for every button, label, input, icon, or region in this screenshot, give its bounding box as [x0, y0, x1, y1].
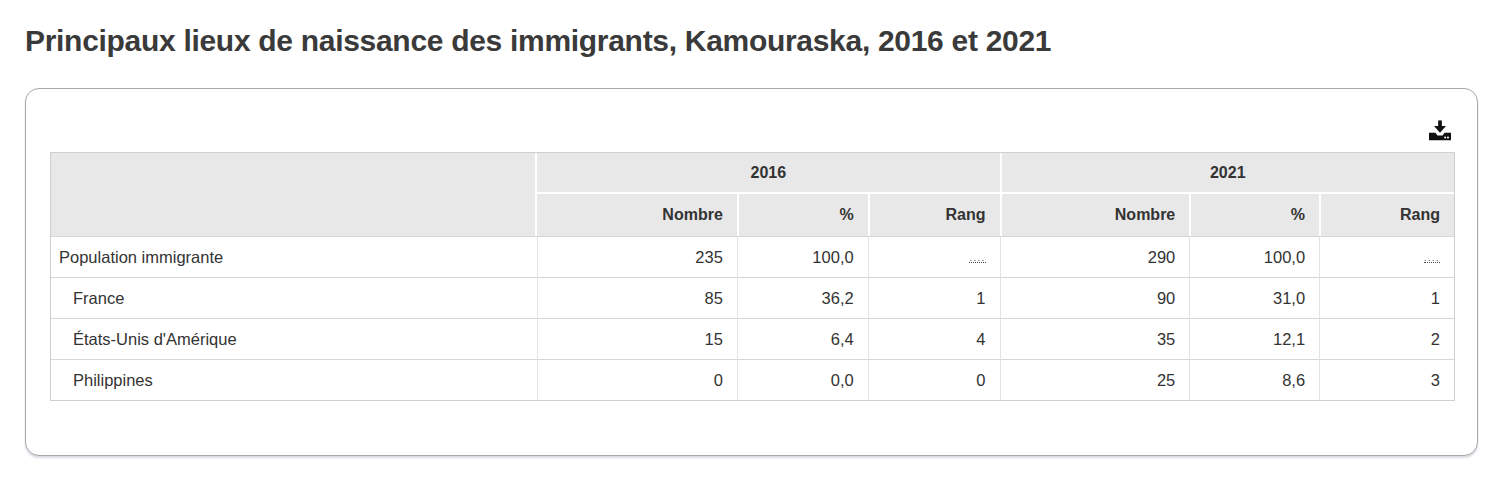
cell-2021-nombre: 25 [1000, 359, 1190, 400]
col-header-nombre-2021: Nombre [1000, 194, 1190, 236]
cell-2021-rang: .... [1319, 236, 1454, 277]
group-header-2021: 2021 [1000, 153, 1455, 194]
cell-2021-nombre: 90 [1000, 277, 1190, 318]
cell-2021-rang: 3 [1319, 359, 1454, 400]
cell-2016-pct: 36,2 [737, 277, 868, 318]
cell-2016-nombre: 0 [537, 359, 737, 400]
table-card: 2016 2021 Nombre % Rang Nombre % Rang Po… [25, 88, 1478, 456]
table-row: États-Unis d'Amérique 15 6,4 4 35 12,1 2 [51, 318, 1454, 359]
cell-2021-pct: 31,0 [1189, 277, 1319, 318]
col-header-pct-2016: % [737, 194, 868, 236]
table-row: Philippines 0 0,0 0 25 8,6 3 [51, 359, 1454, 400]
cell-2016-rang: 0 [868, 359, 1000, 400]
cell-2016-nombre: 15 [537, 318, 737, 359]
col-header-rang-2021: Rang [1319, 194, 1454, 236]
col-header-nombre-2016: Nombre [537, 194, 737, 236]
card-toolbar [26, 89, 1477, 152]
table-row: France 85 36,2 1 90 31,0 1 [51, 277, 1454, 318]
cell-2021-pct: 100,0 [1189, 236, 1319, 277]
group-header-2016: 2016 [537, 153, 999, 194]
cell-2021-rang: 2 [1319, 318, 1454, 359]
cell-2016-nombre: 235 [537, 236, 737, 277]
col-header-rang-2016: Rang [868, 194, 1000, 236]
cell-2016-pct: 0,0 [737, 359, 868, 400]
page-title: Principaux lieux de naissance des immigr… [25, 21, 1478, 61]
cell-2021-pct: 8,6 [1189, 359, 1319, 400]
table-row: Population immigrante 235 100,0 .... 290… [51, 236, 1454, 277]
cell-2016-rang: .... [868, 236, 1000, 277]
download-button[interactable] [1427, 118, 1453, 143]
row-label: France [51, 277, 537, 318]
cell-2021-nombre: 290 [1000, 236, 1190, 277]
row-label: Philippines [51, 359, 537, 400]
data-table: 2016 2021 Nombre % Rang Nombre % Rang Po… [50, 152, 1455, 401]
cell-2016-rang: 1 [868, 277, 1000, 318]
not-applicable-symbol: .... [969, 255, 985, 263]
row-label: États-Unis d'Amérique [51, 318, 537, 359]
cell-2016-nombre: 85 [537, 277, 737, 318]
cell-2021-nombre: 35 [1000, 318, 1190, 359]
cell-2021-pct: 12,1 [1189, 318, 1319, 359]
corner-cell [51, 153, 537, 236]
cell-2021-rang: 1 [1319, 277, 1454, 318]
not-applicable-symbol: .... [1424, 255, 1440, 263]
download-icon [1429, 120, 1451, 141]
col-header-pct-2021: % [1189, 194, 1319, 236]
row-label: Population immigrante [51, 236, 537, 277]
cell-2016-pct: 6,4 [737, 318, 868, 359]
cell-2016-rang: 4 [868, 318, 1000, 359]
cell-2016-pct: 100,0 [737, 236, 868, 277]
